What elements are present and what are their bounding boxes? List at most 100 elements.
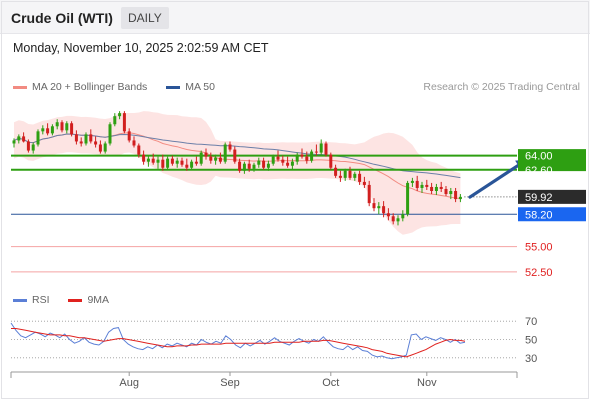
candle-body — [238, 161, 242, 171]
candle-body — [247, 163, 251, 169]
candle-body — [199, 152, 203, 164]
candle-body — [367, 184, 371, 204]
arrow-shaft — [468, 161, 524, 199]
candle-body — [343, 170, 347, 178]
candle-body — [127, 131, 131, 141]
candle-body — [420, 184, 424, 188]
candle-body — [118, 113, 122, 117]
rsi-tick-50: 50 — [525, 335, 537, 347]
candle-body — [372, 203, 376, 209]
price-levels — [11, 154, 517, 273]
candle-body — [449, 191, 453, 195]
candle-body — [401, 214, 405, 219]
level-label-59-92: 59.92 — [525, 192, 553, 204]
candle-body — [17, 136, 21, 141]
candle-body — [137, 145, 141, 155]
legend-swatch-ma20 — [13, 85, 27, 89]
legend-label-ma50: MA 50 — [185, 81, 215, 93]
candle-body — [444, 188, 448, 195]
candle-body — [338, 175, 342, 178]
candle-body — [362, 181, 366, 185]
candle-body — [146, 158, 150, 162]
candle-body — [295, 154, 299, 162]
candle-body — [358, 173, 362, 182]
level-label-52-50: 52.50 — [525, 267, 553, 279]
x-tick-label-nov: Nov — [417, 377, 437, 389]
legend-item-9ma: 9MA — [68, 294, 109, 306]
instrument-title: Crude Oil (WTI) — [11, 10, 113, 26]
candlesticks — [12, 111, 462, 226]
candle-body — [262, 160, 266, 168]
candle-body — [204, 152, 208, 157]
candle-body — [41, 128, 45, 132]
legend-label-rsi: RSI — [32, 294, 50, 306]
rsi-legend: RSI 9MA — [13, 294, 125, 306]
candle-body — [257, 160, 261, 165]
candle-body — [290, 161, 294, 166]
candle-body — [113, 116, 117, 125]
candle-body — [391, 216, 395, 222]
last-label-bg — [518, 189, 586, 204]
candle-body — [319, 143, 323, 153]
candle-body — [286, 162, 290, 166]
candle-body — [65, 123, 69, 131]
candle-body — [103, 143, 107, 152]
period-button[interactable]: DAILY — [121, 7, 169, 29]
candle-body — [228, 144, 232, 150]
candle-body — [175, 160, 179, 164]
candle-body — [415, 180, 419, 188]
candle-body — [252, 164, 256, 169]
candle-body — [84, 134, 88, 144]
candle-body — [156, 159, 160, 163]
candle-body — [185, 164, 189, 168]
candle-body — [79, 141, 83, 144]
candle-body — [108, 124, 112, 144]
candle-body — [310, 151, 314, 161]
candle-body — [180, 160, 184, 165]
level-label-58-20: 58.20 — [525, 209, 553, 221]
candle-body — [70, 123, 74, 135]
candle-body — [190, 161, 194, 168]
candle-body — [122, 113, 126, 132]
legend-label-ma20: MA 20 + Bollinger Bands — [32, 81, 148, 93]
candle-body — [151, 158, 155, 163]
candle-body — [209, 156, 213, 161]
level-label-55-00: 55.00 — [525, 242, 553, 254]
candle-body — [142, 154, 146, 162]
chart-header: Crude Oil (WTI) DAILY — [0, 0, 590, 34]
candle-body — [396, 218, 400, 222]
rsi-series-9ma — [11, 328, 466, 358]
candle-body — [439, 186, 443, 189]
level-label-62-60: 62.60 — [525, 165, 553, 177]
legend-item-ma50: MA 50 — [166, 81, 215, 93]
candle-body — [314, 151, 318, 153]
candle-body — [60, 122, 64, 131]
candle-body — [454, 191, 458, 200]
candle-body — [266, 163, 270, 168]
legend-swatch-ma50 — [166, 85, 181, 89]
rsi-tick-30: 30 — [525, 353, 537, 365]
candle-body — [425, 184, 429, 187]
candle-body — [305, 156, 309, 161]
level-label-64-00: 64.00 — [525, 151, 553, 163]
candle-body — [214, 157, 218, 161]
candle-body — [242, 163, 246, 171]
candle-body — [194, 161, 198, 164]
candle-body — [406, 182, 410, 215]
candle-body — [353, 173, 357, 178]
candle-body — [36, 131, 40, 145]
legend-swatch-9ma — [68, 298, 83, 302]
candle-body — [276, 156, 280, 160]
legend-item-ma20: MA 20 + Bollinger Bands — [13, 81, 147, 93]
legend-swatch-rsi — [13, 298, 27, 302]
candle-body — [434, 186, 438, 191]
rsi-panel: 70 50 30 — [10, 316, 537, 365]
candle-body — [22, 136, 26, 142]
candle-body — [26, 141, 30, 151]
candle-body — [386, 213, 390, 217]
candle-body — [334, 167, 338, 176]
legend-label-9ma: 9MA — [87, 294, 110, 306]
candle-body — [132, 140, 136, 146]
candle-body — [218, 157, 222, 162]
